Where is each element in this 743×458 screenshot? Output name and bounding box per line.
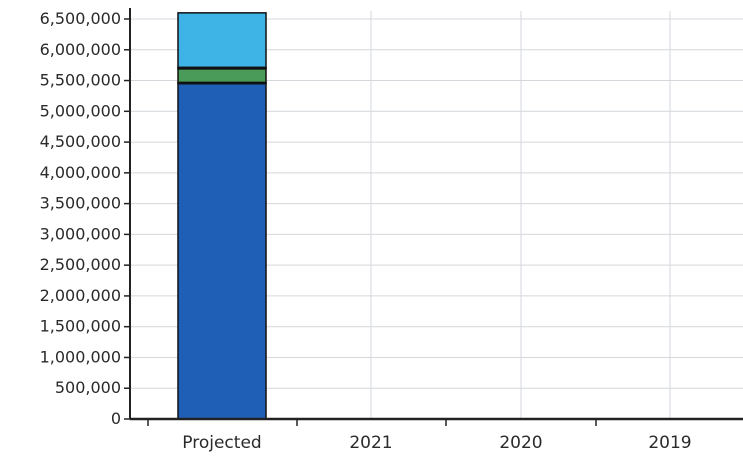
x-tick-label: 2020	[499, 433, 542, 453]
bars	[177, 12, 267, 420]
y-tick-label: 0	[111, 409, 121, 428]
axes	[124, 8, 743, 426]
y-tick-label: 2,500,000	[40, 255, 121, 274]
y-tick-label: 500,000	[55, 378, 121, 397]
y-tick-label: 5,500,000	[40, 71, 121, 90]
x-tick-labels: Projected 2021 2020 2019	[182, 433, 691, 453]
y-tick-label: 6,500,000	[40, 9, 121, 28]
y-tick-label: 5,000,000	[40, 101, 121, 120]
bar-segment	[177, 12, 267, 69]
y-tick-label: 4,500,000	[40, 132, 121, 151]
y-tick-label: 1,000,000	[40, 347, 121, 366]
y-tick-label: 2,000,000	[40, 286, 121, 305]
bar-segment	[177, 68, 267, 84]
x-tick-label: 2021	[349, 433, 392, 453]
y-tick-label: 1,500,000	[40, 317, 121, 336]
bar-segment	[177, 82, 267, 420]
x-tick-label: Projected	[182, 433, 261, 453]
y-tick-label: 3,000,000	[40, 224, 121, 243]
y-tick-label: 3,500,000	[40, 194, 121, 213]
y-tick-labels: 0 500,000 1,000,000 1,500,000 2,000,000 2,500…	[40, 9, 121, 428]
x-tick-label: 2019	[648, 433, 691, 453]
y-tick-label: 4,000,000	[40, 163, 121, 182]
y-tick-label: 6,000,000	[40, 40, 121, 59]
